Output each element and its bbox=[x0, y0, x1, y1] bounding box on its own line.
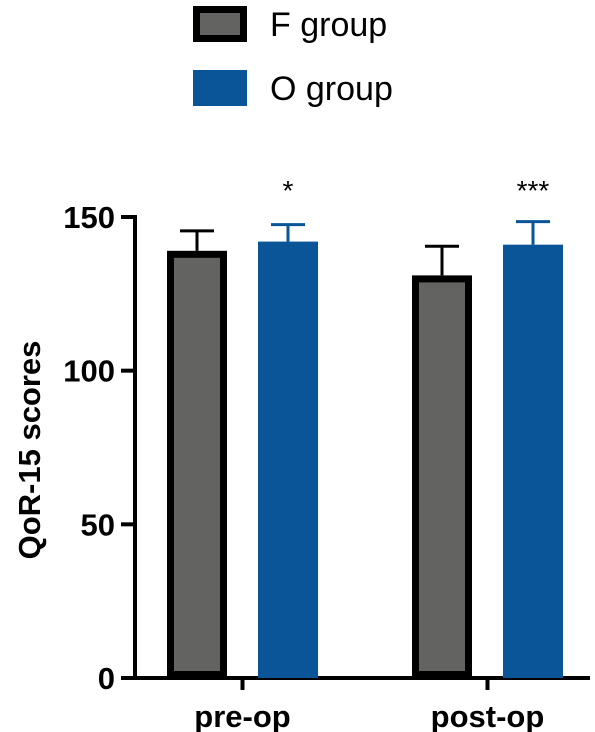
legend: F group O group bbox=[193, 6, 393, 108]
bars bbox=[167, 220, 563, 678]
legend-swatch-0 bbox=[193, 6, 247, 42]
y-tick-label-100: 100 bbox=[63, 354, 115, 389]
legend-swatch-1 bbox=[193, 70, 247, 106]
legend-label-0: F group bbox=[270, 6, 387, 44]
x-category-label-0: pre-op bbox=[194, 699, 290, 732]
bar-o-group-pre-op bbox=[258, 241, 318, 678]
y-tick-label-0: 0 bbox=[98, 661, 115, 696]
significance-marker-0: * bbox=[283, 175, 294, 206]
y-axis-title: QoR-15 scores bbox=[12, 341, 47, 560]
significance-markers: * *** bbox=[283, 175, 550, 206]
y-axis: 0 50 100 150 bbox=[63, 200, 137, 696]
y-tick-label-150: 150 bbox=[63, 200, 115, 235]
y-tick-label-50: 50 bbox=[81, 507, 115, 542]
bar-o-group-post-op bbox=[503, 244, 563, 678]
significance-marker-1: *** bbox=[517, 175, 550, 206]
bar-f-group-post-op bbox=[412, 275, 472, 678]
x-category-label-1: post-op bbox=[431, 699, 545, 732]
bar-f-group-pre-op bbox=[167, 250, 227, 678]
x-axis: pre-op post-op bbox=[133, 676, 590, 732]
legend-label-1: O group bbox=[270, 70, 393, 108]
